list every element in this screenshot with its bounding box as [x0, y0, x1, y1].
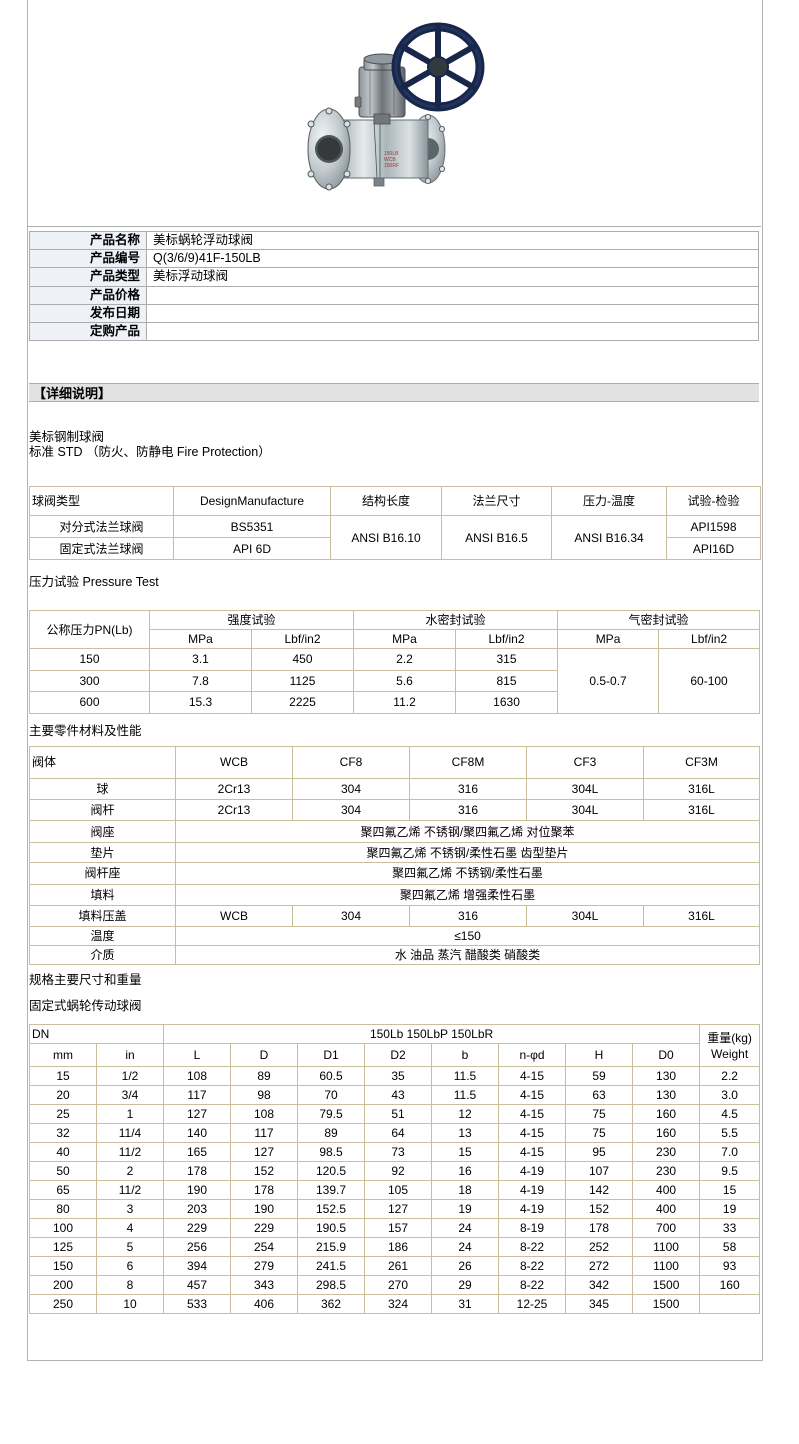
svg-text:150RF: 150RF [384, 163, 399, 169]
